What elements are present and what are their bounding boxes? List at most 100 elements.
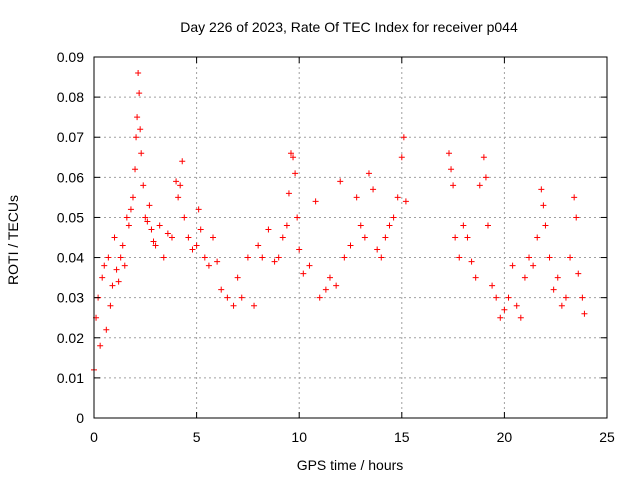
data-point — [312, 198, 319, 205]
data-point — [534, 234, 541, 241]
data-point — [138, 150, 145, 157]
data-point — [230, 302, 237, 309]
data-point — [378, 254, 385, 261]
data-point — [530, 262, 537, 269]
data-point — [135, 70, 142, 77]
data-point — [294, 214, 301, 221]
data-point — [290, 154, 297, 161]
data-point — [562, 294, 569, 301]
x-tick-label: 20 — [497, 429, 513, 445]
data-point — [337, 178, 344, 185]
data-point — [136, 90, 143, 97]
data-point — [210, 234, 217, 241]
data-point — [489, 282, 496, 289]
data-point — [322, 286, 329, 293]
y-tick-label: 0 — [76, 410, 84, 426]
data-point — [456, 254, 463, 261]
data-point — [144, 218, 151, 225]
data-point — [275, 254, 282, 261]
data-point — [509, 262, 516, 269]
data-point — [554, 274, 561, 281]
data-point — [296, 246, 303, 253]
data-point — [179, 158, 186, 165]
data-point — [160, 254, 167, 261]
data-point — [285, 190, 292, 197]
data-point — [127, 206, 134, 213]
data-point — [121, 262, 128, 269]
data-point — [476, 182, 483, 189]
data-point — [513, 302, 520, 309]
data-point — [571, 194, 578, 201]
data-point — [386, 222, 393, 229]
data-point — [224, 294, 231, 301]
data-point — [448, 166, 455, 173]
data-point — [156, 222, 163, 229]
data-points — [91, 70, 588, 373]
data-point — [501, 306, 508, 313]
data-point — [103, 326, 110, 333]
data-point — [394, 194, 401, 201]
data-point — [109, 282, 116, 289]
chart-title: Day 226 of 2023, Rate Of TEC Index for r… — [180, 19, 518, 35]
data-point — [390, 214, 397, 221]
data-point — [193, 242, 200, 249]
data-point — [134, 114, 141, 121]
y-tick-label: 0.07 — [57, 129, 84, 145]
data-point — [99, 274, 106, 281]
data-point — [370, 186, 377, 193]
data-point — [279, 234, 286, 241]
data-point — [97, 342, 104, 349]
data-point — [205, 262, 212, 269]
data-point — [125, 222, 132, 229]
data-point — [119, 242, 126, 249]
data-point — [579, 294, 586, 301]
data-point — [148, 226, 155, 233]
data-point — [558, 302, 565, 309]
data-point — [195, 206, 202, 213]
data-point — [146, 202, 153, 209]
y-tick-label: 0.09 — [57, 49, 84, 65]
data-point — [107, 302, 114, 309]
data-point — [460, 222, 467, 229]
y-tick-label: 0.04 — [57, 250, 84, 266]
data-point — [101, 262, 108, 269]
data-point — [326, 274, 333, 281]
data-point — [400, 134, 407, 141]
y-tick-label: 0.06 — [57, 169, 84, 185]
x-tick-label: 0 — [90, 429, 98, 445]
data-point — [450, 182, 457, 189]
data-point — [505, 294, 512, 301]
data-point — [197, 226, 204, 233]
data-point — [251, 302, 258, 309]
data-point — [113, 266, 120, 273]
data-point — [150, 238, 157, 245]
data-point — [361, 234, 368, 241]
data-point — [546, 254, 553, 261]
data-point — [353, 194, 360, 201]
data-point — [374, 246, 381, 253]
data-point — [133, 134, 140, 141]
data-point — [464, 234, 471, 241]
x-tick-label: 5 — [193, 429, 201, 445]
x-tick-label: 15 — [394, 429, 410, 445]
data-point — [333, 282, 340, 289]
data-point — [142, 214, 149, 221]
data-point — [129, 194, 136, 201]
data-point — [168, 234, 175, 241]
data-point — [306, 262, 313, 269]
data-point — [234, 274, 241, 281]
data-point — [542, 222, 549, 229]
data-point — [472, 274, 479, 281]
data-point — [468, 258, 475, 265]
data-point — [484, 222, 491, 229]
y-axis-label: ROTI / TECUs — [5, 195, 21, 285]
data-point — [365, 170, 372, 177]
data-point — [497, 314, 504, 321]
x-axis-label: GPS time / hours — [297, 457, 404, 473]
data-point — [132, 166, 139, 173]
data-point — [189, 246, 196, 253]
data-point — [123, 214, 130, 221]
data-point — [111, 234, 118, 241]
data-point — [341, 254, 348, 261]
